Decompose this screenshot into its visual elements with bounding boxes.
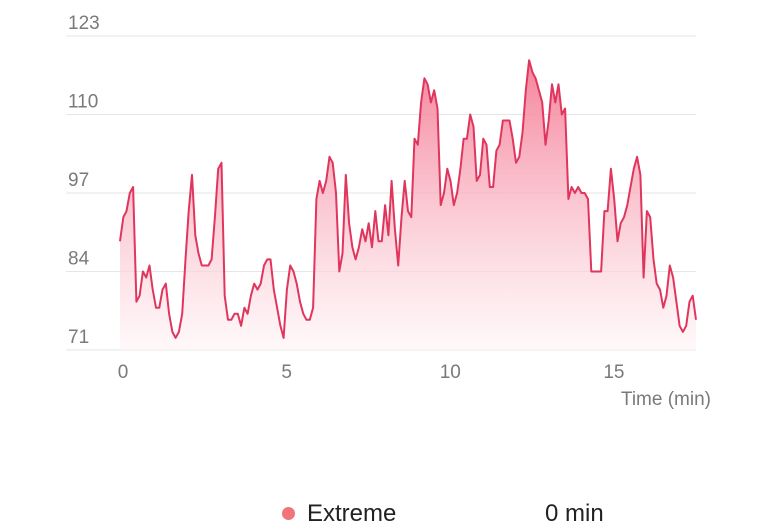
x-axis-label: Time (min)	[621, 389, 711, 410]
plot-area	[119, 59, 697, 350]
y-tick-label: 110	[68, 92, 98, 113]
y-tick-label: 84	[68, 249, 90, 270]
x-tick-label: 10	[440, 362, 461, 383]
x-tick-label: 5	[281, 362, 292, 383]
heart-rate-chart: 71 84 97 110 123 0 5 10 15 Time (min)	[66, 13, 711, 410]
legend-value: 0 min	[545, 500, 604, 527]
legend-label: Extreme	[307, 500, 397, 527]
legend-color-dot	[282, 507, 295, 520]
x-tick-label: 15	[603, 362, 624, 383]
x-tick-label: 0	[118, 362, 129, 383]
series-line	[119, 59, 697, 339]
y-tick-label: 123	[68, 13, 100, 34]
legend: Extreme 0 min	[282, 500, 622, 530]
y-axis-ticks: 71 84 97 110 123	[68, 13, 100, 348]
y-tick-label: 97	[68, 170, 89, 191]
area-fill	[120, 60, 696, 350]
x-axis-ticks: 0 5 10 15	[118, 362, 625, 383]
y-tick-label: 71	[68, 327, 89, 348]
